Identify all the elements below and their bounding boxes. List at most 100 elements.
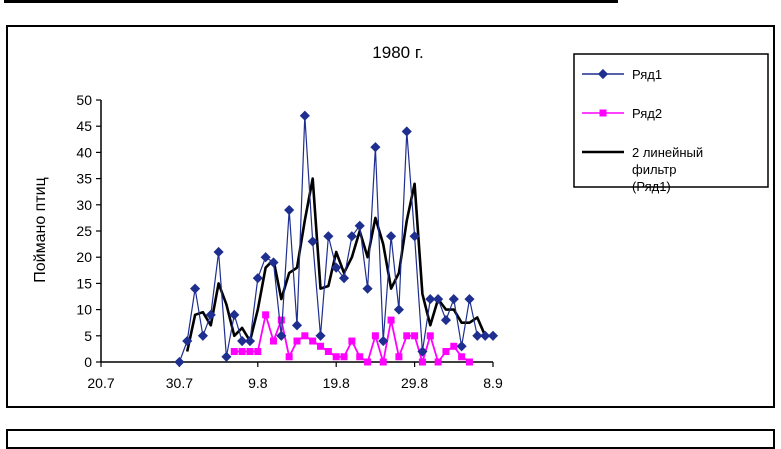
data-point — [331, 262, 342, 273]
data-point — [364, 358, 372, 366]
data-point — [379, 358, 387, 366]
y-axis-label: Поймано птиц — [32, 177, 49, 283]
data-point — [356, 353, 364, 361]
data-point — [346, 231, 357, 242]
x-tick-label: 8.9 — [483, 375, 503, 391]
y-tick-label: 30 — [76, 197, 92, 213]
legend-entry-2: Ряд2 — [582, 106, 662, 121]
data-point — [299, 110, 310, 121]
data-point — [332, 353, 340, 361]
y-tick-label: 20 — [76, 249, 92, 265]
data-point — [425, 294, 436, 305]
legend-label-line: Ряд1 — [632, 67, 662, 82]
data-point — [417, 346, 428, 357]
data-point — [434, 358, 442, 366]
data-point — [456, 341, 467, 352]
data-point — [174, 356, 185, 368]
y-tick-label: 15 — [76, 275, 92, 291]
y-tick-label: 25 — [76, 223, 92, 239]
data-point — [348, 337, 356, 345]
data-point — [309, 337, 317, 345]
data-point — [340, 353, 348, 361]
legend-label: Ряд2 — [632, 106, 662, 121]
data-point — [409, 231, 420, 242]
data-point — [315, 330, 326, 341]
data-point — [403, 332, 411, 340]
legend-label-line: 2 линейный — [632, 145, 703, 160]
data-point — [464, 294, 475, 305]
data-point — [230, 348, 238, 356]
data-point — [244, 335, 256, 347]
data-point — [395, 353, 403, 361]
data-point — [418, 358, 426, 366]
top-divider-line — [4, 0, 618, 3]
data-point — [362, 283, 373, 294]
y-tick-label: 40 — [76, 144, 92, 160]
data-point — [442, 348, 450, 356]
data-point — [197, 330, 208, 341]
data-point — [354, 220, 365, 231]
legend-entry-3: 2 линейный фильтр (Ряд1) — [582, 145, 703, 194]
data-point — [317, 342, 325, 350]
data-point — [262, 311, 270, 319]
y-tick-label: 45 — [76, 118, 92, 134]
x-tick-label: 30.7 — [166, 375, 193, 391]
x-tick-label: 19.8 — [323, 375, 350, 391]
chart-title: 1980 г. — [372, 43, 423, 62]
data-point — [246, 348, 254, 356]
x-tick-label: 9.8 — [248, 375, 268, 391]
series-2 — [230, 311, 473, 366]
data-point — [338, 273, 350, 284]
data-point — [229, 309, 240, 320]
data-point — [205, 309, 216, 320]
legend-entry-1: Ряд1 — [582, 67, 662, 82]
data-point — [411, 332, 419, 340]
x-tick-label: 20.7 — [87, 375, 114, 391]
data-point — [285, 353, 293, 361]
data-point — [401, 126, 412, 137]
data-point — [190, 283, 201, 294]
data-point — [323, 231, 334, 242]
data-point — [472, 330, 483, 341]
data-point — [237, 335, 248, 347]
y-tick-label: 35 — [76, 171, 92, 187]
data-point — [269, 337, 277, 345]
data-point — [370, 142, 381, 153]
data-point — [487, 330, 499, 341]
y-tick-label: 10 — [76, 302, 92, 318]
data-point — [252, 273, 263, 284]
data-point — [260, 252, 271, 263]
y-tick-label: 0 — [84, 354, 92, 370]
legend-box — [573, 53, 769, 188]
data-point — [387, 316, 395, 324]
series-1 — [174, 110, 499, 368]
data-point — [458, 353, 466, 361]
data-point — [268, 257, 279, 268]
x-tick-label: 29.8 — [401, 375, 428, 391]
data-point — [426, 332, 434, 340]
axes: 0 5 10 15 20 25 30 35 40 45 50 20.7 30.7 9.8 19.8 29.8 8… — [76, 92, 503, 391]
data-point — [386, 231, 397, 242]
data-point — [599, 109, 607, 117]
data-point — [465, 358, 473, 366]
data-point — [450, 342, 458, 350]
y-tick-label: 50 — [76, 92, 92, 108]
y-tick-label: 5 — [84, 328, 92, 344]
data-point — [324, 348, 332, 356]
data-point — [213, 246, 224, 258]
data-point — [291, 320, 303, 331]
legend-label-line: (Ряд1) — [632, 179, 671, 194]
data-point — [277, 316, 285, 324]
data-point — [480, 330, 491, 341]
data-point — [182, 335, 193, 347]
legend: Ряд1 Ряд2 2 линейный фильтр (Ряд1) — [573, 53, 769, 194]
data-point — [378, 335, 389, 347]
data-point — [238, 348, 246, 356]
legend-label: 2 линейный фильтр (Ряд1) — [632, 145, 703, 194]
chart-canvas: 1980 г. Поймано птиц 0 5 10 15 20 25 30 35 40 45 5… — [32, 43, 769, 391]
data-point — [301, 332, 309, 340]
data-point — [284, 204, 295, 216]
data-point — [221, 351, 232, 362]
series-3 — [185, 177, 493, 352]
data-point — [433, 294, 444, 305]
